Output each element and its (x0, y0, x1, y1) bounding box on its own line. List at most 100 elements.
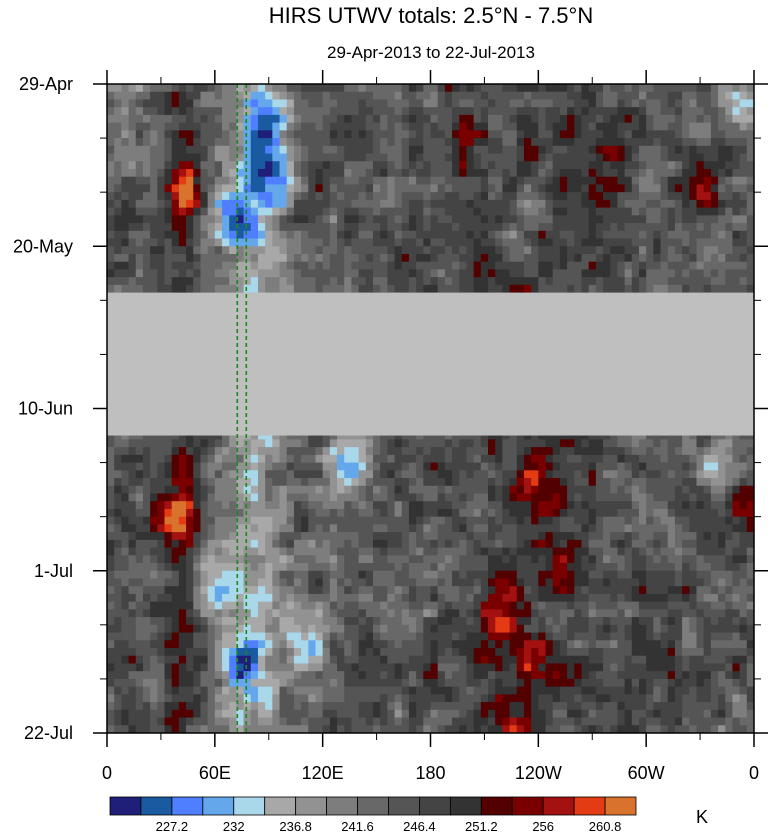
field-cell (552, 176, 561, 186)
field-cell (416, 447, 424, 456)
field-cell (552, 485, 561, 495)
field-cell (466, 462, 475, 471)
field-cell (552, 199, 561, 209)
field-cell (243, 261, 252, 271)
field-cell (638, 277, 647, 286)
field-cell (257, 176, 266, 186)
field-cell (502, 462, 511, 471)
field-cell (315, 462, 324, 471)
field-cell (480, 168, 489, 178)
field-cell (178, 176, 187, 186)
field-cell (135, 161, 144, 170)
field-cell (710, 493, 719, 502)
field-cell (315, 277, 324, 286)
field-cell (214, 478, 223, 487)
field-cell (308, 508, 317, 518)
field-cell (682, 284, 690, 294)
field-cell (674, 246, 683, 255)
field-cell (588, 199, 597, 209)
field-cell (437, 277, 446, 286)
field-cell (531, 447, 539, 456)
field-cell (718, 284, 726, 294)
field-cell (552, 161, 561, 170)
field-cell (301, 122, 309, 131)
field-cell (250, 161, 259, 170)
field-cell (674, 269, 683, 278)
field-cell (718, 230, 726, 240)
field-cell (718, 99, 726, 108)
field-cell (301, 184, 309, 193)
field-cell (416, 114, 424, 124)
field-cell (250, 168, 259, 178)
field-cell (545, 253, 554, 263)
field-cell (387, 99, 396, 108)
field-cell (710, 114, 719, 124)
field-cell (430, 176, 439, 186)
field-cell (567, 91, 575, 101)
field-cell (682, 470, 690, 479)
field-cell (301, 501, 309, 510)
field-cell (653, 168, 662, 178)
field-cell (286, 439, 295, 448)
field-cell (214, 485, 223, 495)
field-cell (516, 176, 525, 186)
field-cell (488, 122, 496, 131)
field-cell (401, 253, 410, 263)
field-cell (531, 478, 539, 487)
field-cell (703, 199, 712, 209)
field-cell (595, 161, 604, 170)
field-cell (171, 176, 180, 186)
field-cell (581, 192, 590, 201)
field-cell (164, 447, 173, 456)
field-cell (207, 493, 216, 502)
field-cell (473, 130, 482, 139)
field-cell (308, 114, 317, 124)
field-cell (358, 230, 367, 240)
field-cell (178, 107, 187, 116)
field-cell (322, 493, 331, 502)
field-cell (344, 145, 353, 155)
field-cell (696, 99, 705, 108)
field-cell (135, 261, 144, 271)
field-cell (178, 153, 187, 162)
field-cell (222, 161, 230, 170)
field-cell (250, 447, 259, 456)
field-cell (725, 447, 734, 456)
field-cell (588, 269, 597, 278)
field-cell (653, 284, 662, 294)
field-cell (128, 153, 137, 162)
field-cell (214, 153, 223, 162)
field-cell (301, 91, 309, 101)
field-cell (581, 431, 590, 441)
field-cell (178, 130, 187, 139)
field-cell (631, 462, 640, 471)
field-cell (135, 454, 144, 464)
field-cell (646, 431, 654, 441)
field-cell (459, 99, 468, 108)
field-cell (207, 501, 216, 510)
field-cell (207, 269, 216, 278)
field-cell (135, 107, 144, 116)
field-cell (329, 145, 338, 155)
field-cell (265, 508, 273, 518)
field-cell (222, 447, 230, 456)
field-cell (279, 501, 288, 510)
field-cell (631, 168, 640, 178)
field-cell (308, 253, 317, 263)
field-cell (279, 470, 288, 479)
field-cell (718, 207, 726, 216)
field-cell (545, 493, 554, 502)
field-cell (135, 439, 144, 448)
field-cell (732, 501, 741, 510)
field-cell (121, 501, 130, 510)
field-cell (466, 223, 475, 232)
field-cell (286, 277, 295, 286)
field-cell (423, 114, 432, 124)
field-cell (372, 223, 381, 232)
field-cell (466, 107, 475, 116)
field-cell (394, 447, 403, 456)
field-cell (286, 145, 295, 155)
field-cell (214, 161, 223, 170)
field-cell (222, 215, 230, 224)
field-cell (236, 493, 245, 502)
